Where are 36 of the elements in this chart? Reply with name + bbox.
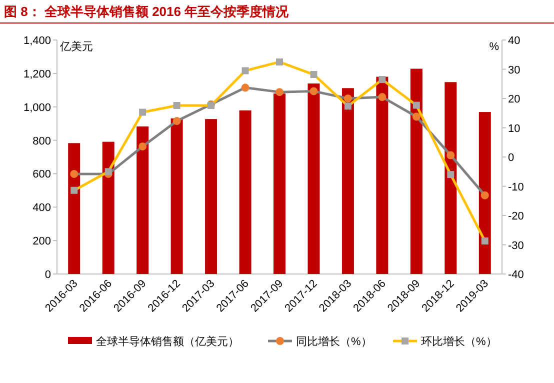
bar (239, 110, 252, 274)
legend-label: 全球半导体销售额（亿美元） (96, 335, 239, 348)
bar (205, 119, 218, 274)
legend-label: 环比增长（%） (421, 335, 497, 348)
bar (274, 93, 286, 274)
legend-label: 同比增长（%） (296, 335, 372, 348)
bar (376, 76, 388, 274)
bar (342, 88, 354, 274)
y-tick-label: 1,200 (23, 68, 51, 80)
y2-tick-label: 20 (508, 94, 520, 106)
bar (68, 143, 80, 274)
y2-tick-label: 10 (508, 122, 520, 135)
chart-title: 图 8： 全球半导体销售额 2016 年至今按季度情况 (4, 4, 290, 19)
y-tick-label: 800 (32, 135, 51, 148)
bar (308, 83, 320, 274)
bar (410, 68, 422, 274)
bar (102, 142, 114, 274)
y2-tick-label: -10 (508, 181, 524, 194)
bar (444, 82, 457, 274)
y-tick-label: 1,400 (23, 35, 51, 47)
y2-axis-title: % (489, 41, 500, 53)
y-tick-label: 1,000 (23, 102, 51, 114)
y-tick-label: 400 (32, 202, 51, 214)
y2-tick-label: 40 (508, 35, 520, 47)
y2-tick-label: 30 (508, 64, 520, 76)
y-tick-label: 0 (44, 269, 51, 281)
bar (136, 126, 149, 274)
y2-tick-label: 0 (508, 152, 514, 164)
y-tick-label: 200 (32, 236, 51, 248)
y2-tick-label: -30 (508, 240, 524, 252)
bar (170, 118, 183, 274)
y-tick-label: 600 (32, 168, 51, 181)
y2-tick-label: -40 (508, 269, 524, 281)
bar (478, 112, 491, 274)
y-axis-title: 亿美元 (59, 40, 93, 53)
y2-tick-label: -20 (508, 210, 524, 222)
